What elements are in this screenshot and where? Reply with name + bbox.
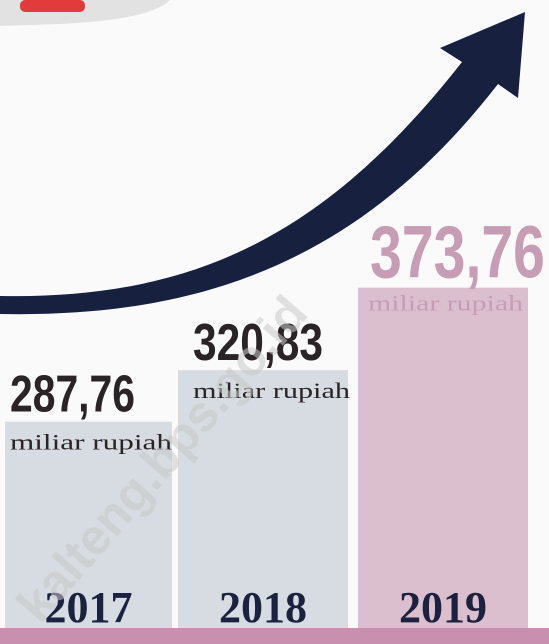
value-label: 373,76 xyxy=(370,211,545,294)
unit-label: miliar rupiah xyxy=(10,430,172,455)
value-label: 287,76 xyxy=(10,366,135,424)
bar xyxy=(5,421,172,628)
value-label: 320,83 xyxy=(193,314,323,372)
year-label: 2017 xyxy=(45,583,133,632)
base-strip xyxy=(0,628,549,644)
unit-label: miliar rupiah xyxy=(368,291,523,316)
car-decoration xyxy=(20,0,85,12)
unit-label: miliar rupiah xyxy=(193,378,350,403)
year-label: 2019 xyxy=(399,583,487,632)
bar xyxy=(178,370,348,628)
growth-arrow xyxy=(0,12,525,315)
bar xyxy=(358,287,528,628)
year-label: 2018 xyxy=(219,583,307,632)
